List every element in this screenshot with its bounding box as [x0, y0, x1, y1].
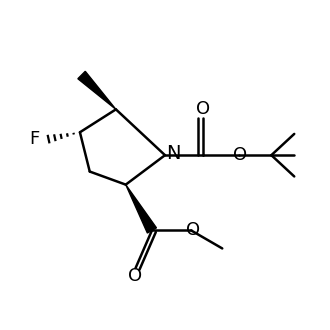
Polygon shape	[126, 184, 156, 233]
Text: N: N	[166, 144, 181, 163]
Text: O: O	[128, 267, 143, 285]
Text: O: O	[196, 100, 210, 118]
Text: F: F	[29, 130, 39, 148]
Text: O: O	[233, 146, 247, 164]
Text: O: O	[186, 221, 200, 240]
Polygon shape	[78, 71, 116, 109]
